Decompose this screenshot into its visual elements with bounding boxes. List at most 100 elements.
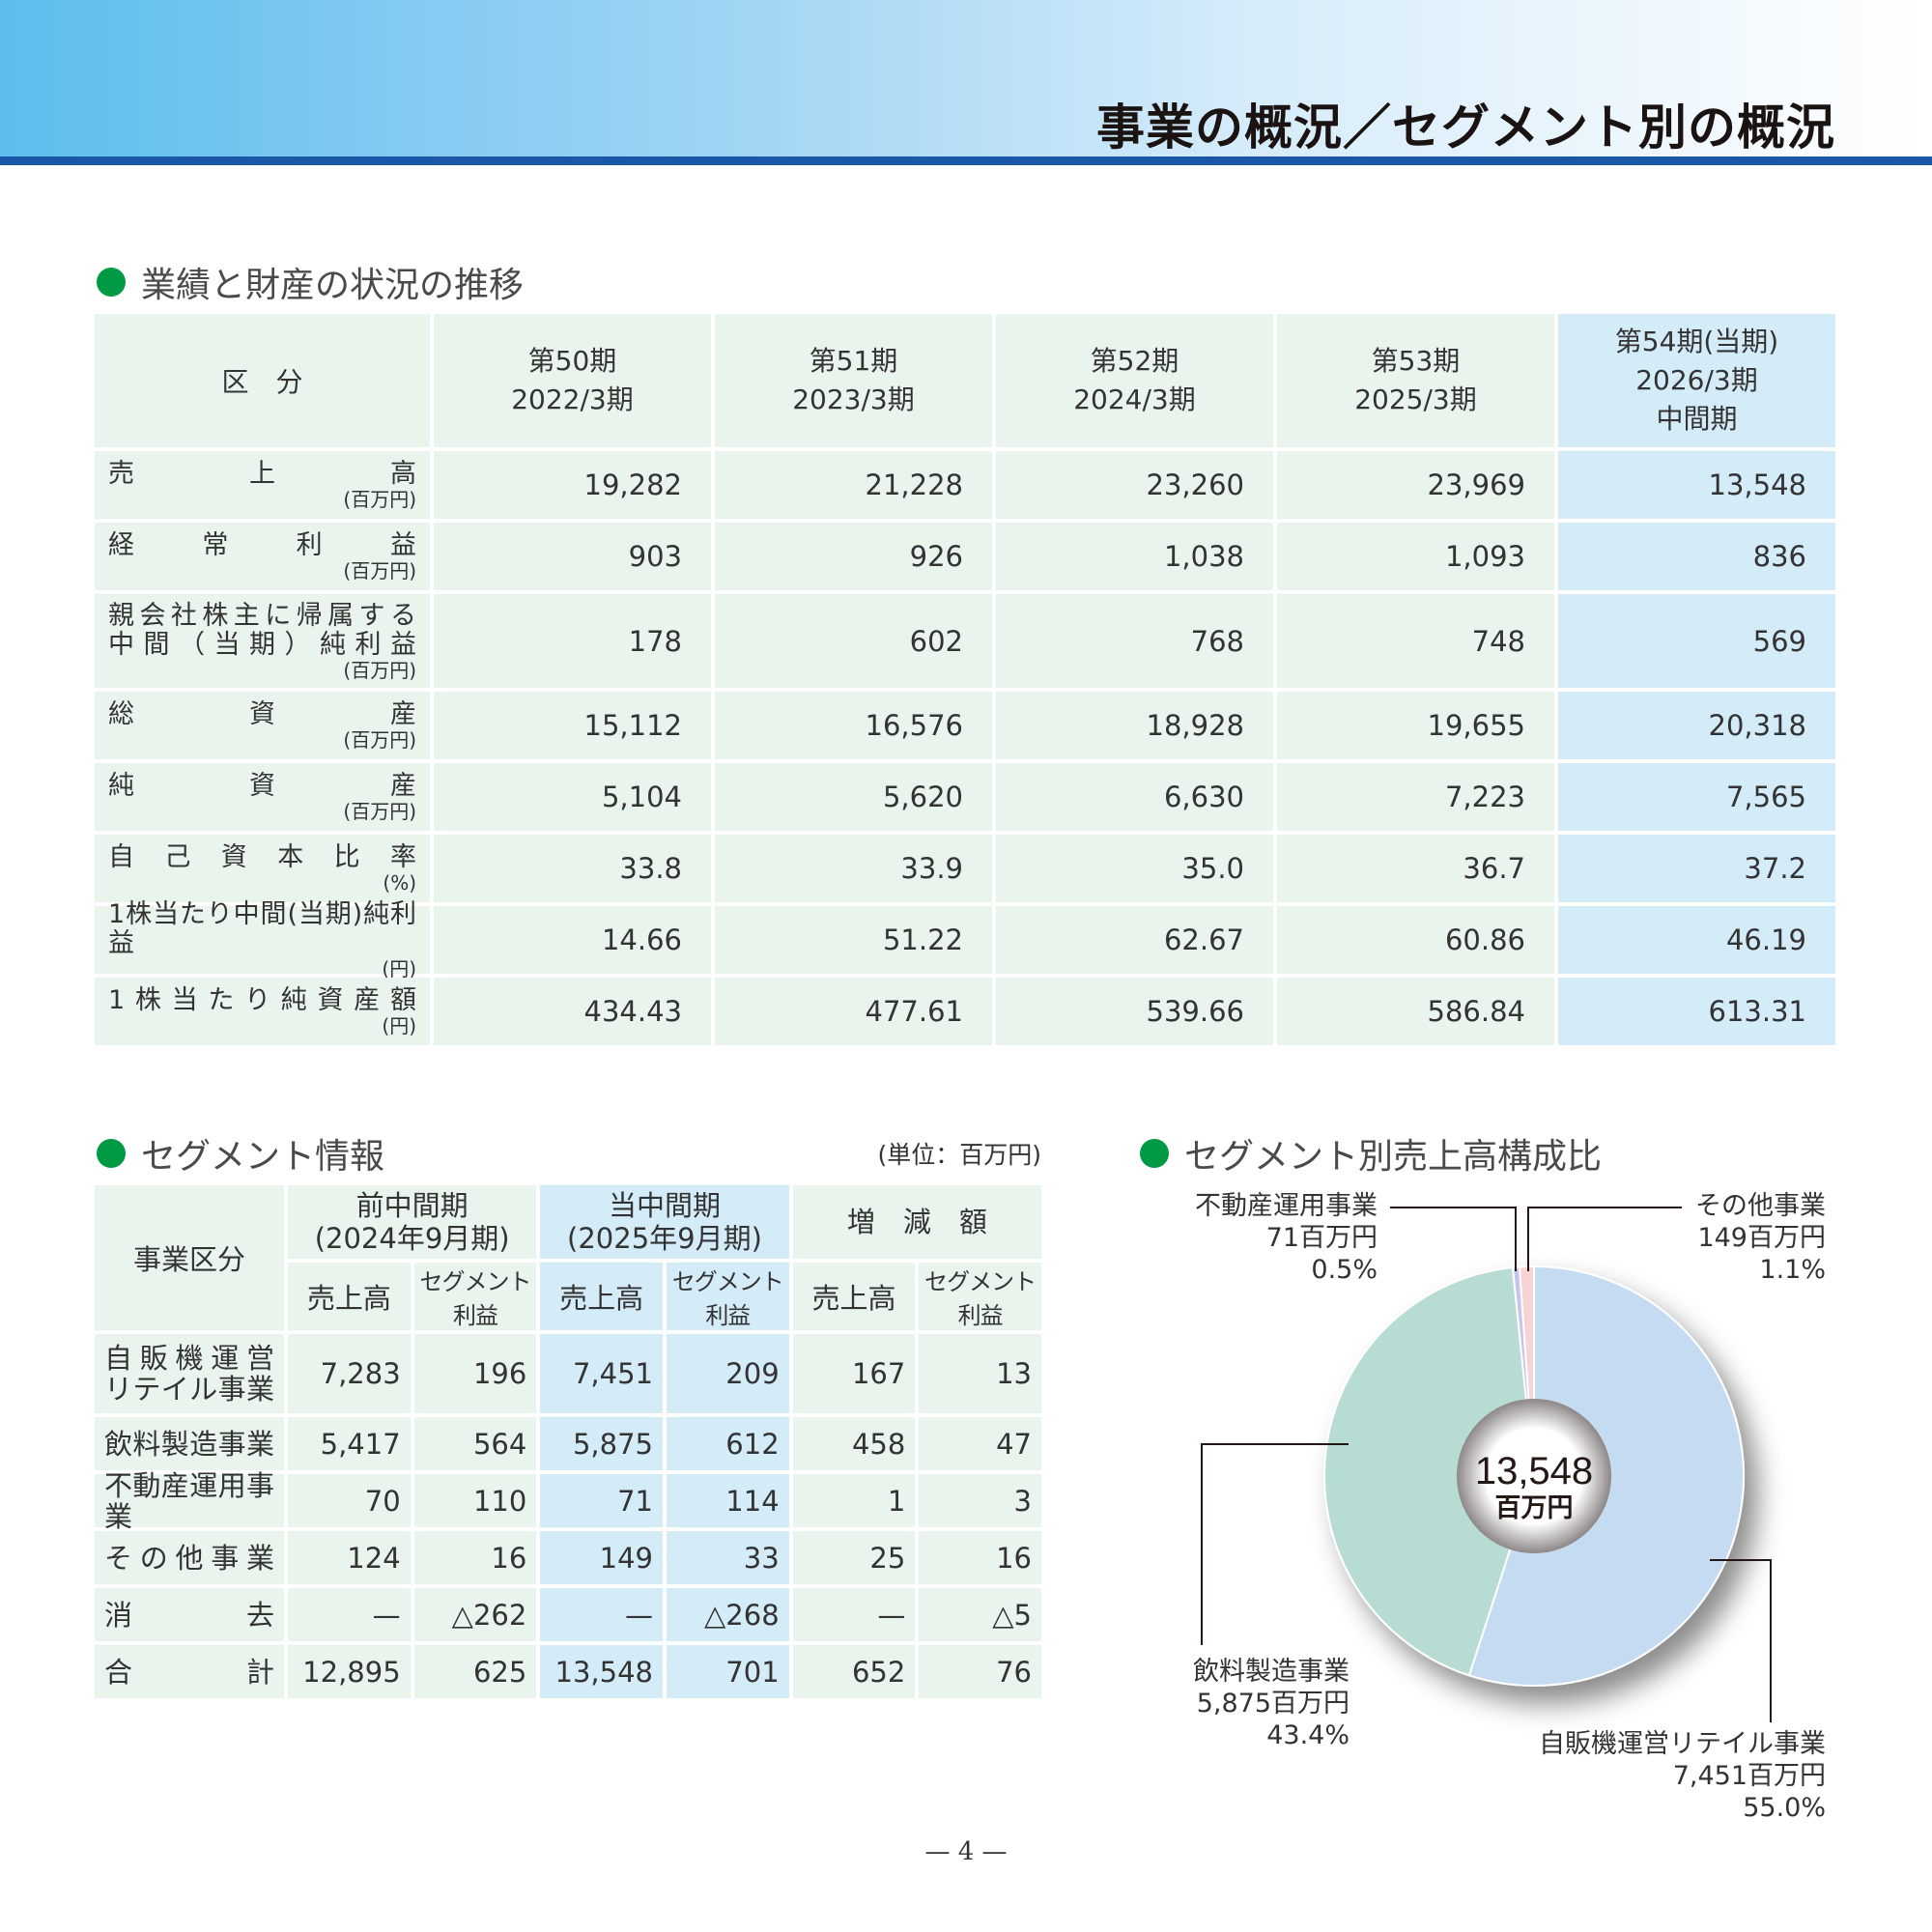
row-label-cell: 1株当たり中間(当期)純利益 (円) [95,900,430,980]
section-title: 業績と財産の状況の推移 [141,266,525,305]
group-header-line: 増 減 額 [846,1206,987,1238]
row-label: リテイル事業 [104,1373,274,1406]
table-cell: 768 [996,594,1273,688]
table-cell: 149 [540,1531,663,1584]
group-header-line: (2025年9月期) [567,1222,762,1255]
table-cell: 21,228 [715,451,992,519]
row-unit: (百万円) [343,559,416,582]
bullet-icon [97,268,126,297]
row-label: 1株当たり中間(当期)純利益 [108,899,416,958]
label-name: 自販機運営リテイル事業 [1539,1729,1826,1759]
label-percent: 1.1% [1759,1255,1826,1285]
table-cell: 13 [919,1334,1041,1413]
table-cell: 60.86 [1277,906,1554,974]
group-header-3: 増 減 額 [792,1185,1041,1259]
table-cell: 16,576 [715,692,992,759]
period-header-line: 2025/3期 [1354,384,1477,415]
row-label-cell: 売上高 (百万円) [95,451,430,519]
label-percent: 0.5% [1311,1255,1378,1285]
period-header-line: 第53期 [1371,345,1461,377]
table-cell: 5,875 [540,1417,663,1470]
table-cell: 114 [666,1474,789,1527]
table-cell: 37.2 [1558,835,1835,902]
row-label-cell: その他事業 [95,1531,284,1584]
row-label-cell: 自販機運営 リテイル事業 [95,1334,284,1413]
row-label-cell: 自己資本比率 (%) [95,835,430,902]
table-cell: 19,655 [1277,692,1554,759]
row-label-cell: 総資産 (百万円) [95,692,430,759]
row-label-cell: 1株当たり純資産額 (円) [95,978,430,1045]
period-header-line: 中間期 [1656,403,1738,435]
label-name: 不動産運用事業 [1195,1191,1378,1221]
row-label: 不動産運用事業 [104,1468,274,1533]
table-cell: 7,283 [288,1334,411,1413]
label-percent: 43.4% [1266,1720,1350,1750]
table-cell: 33 [666,1531,789,1584]
table-cell: 5,620 [715,763,992,831]
table-cell: 477.61 [715,978,992,1045]
period-header-line: 2022/3期 [511,384,634,415]
row-label-cell: 合計 [95,1645,284,1698]
sub-header: セグメント利益 [413,1263,537,1330]
row-label: 飲料製造事業 [104,1427,274,1461]
sub-header: 売上高 [288,1263,411,1330]
table-cell: 23,969 [1277,451,1554,519]
table-cell: 6,630 [996,763,1273,831]
row-unit: (円) [382,957,416,980]
table-cell: 25 [792,1531,916,1584]
sub-header: 売上高 [792,1263,916,1330]
period-header-line: 2024/3期 [1073,384,1196,415]
table-cell: △262 [413,1588,537,1641]
label-name: 飲料製造事業 [1193,1657,1350,1687]
table-cell: 3 [919,1474,1041,1527]
label-value: 5,875百万円 [1196,1689,1350,1719]
period-header-line: 第51期 [809,345,898,377]
table-cell: 16 [413,1531,537,1584]
period-header-1: 第50期 2022/3期 [434,314,711,447]
table-cell: 652 [792,1645,916,1698]
table-cell: — [540,1588,663,1641]
row-label-cell: 不動産運用事業 [95,1470,284,1532]
period-header-3: 第52期 2024/3期 [996,314,1273,447]
table-cell: 586.84 [1277,978,1554,1045]
table-cell: △5 [919,1588,1041,1641]
row-label-cell: 親会社株主に帰属する 中間（当期）純利益 (百万円) [95,594,430,688]
table-cell: 62.67 [996,906,1273,974]
section-title: セグメント情報 [141,1137,385,1177]
table-cell: 167 [792,1334,916,1413]
group-header-line: 当中間期 [608,1189,721,1222]
bullet-icon [1140,1139,1169,1168]
table-cell: 16 [919,1531,1041,1584]
group-header-2: 当中間期 (2025年9月期) [540,1185,789,1259]
leader-line-other [1527,1207,1682,1271]
row-label-cell: 飲料製造事業 [95,1417,284,1470]
row-label: 売上高 [108,459,416,489]
table-cell: 13,548 [1558,451,1835,519]
table-cell: 35.0 [996,835,1273,902]
pie-label-other: その他事業 149百万円 1.1% [1695,1190,1826,1286]
row-label: 1株当たり純資産額 [108,985,416,1015]
period-header-line: 第54期(当期) [1614,326,1779,357]
table-cell: — [288,1588,411,1641]
table-cell: 1,093 [1277,523,1554,590]
row-unit: (百万円) [343,728,416,752]
header-rule [0,156,1932,165]
table-cell: 7,223 [1277,763,1554,831]
group-header-line: (2024年9月期) [314,1222,510,1255]
col-label-cell: 事業区分 [95,1185,284,1330]
table-cell: 76 [919,1645,1041,1698]
table-cell: 46.19 [1558,906,1835,974]
performance-table: 区 分 第50期 2022/3期 第51期 2023/3期 第52期 2024/3期 第53期… [95,314,1835,1045]
row-unit: (円) [382,1014,416,1037]
row-label-cell: 消去 [95,1588,284,1641]
table-cell: 14.66 [434,906,711,974]
pie-label-realestate: 不動産運用事業 71百万円 0.5% [1195,1190,1378,1286]
label-value: 71百万円 [1265,1223,1378,1253]
table-cell: 625 [413,1645,537,1698]
unit-label: (単位：百万円) [877,1141,1041,1169]
group-header-line: 前中間期 [355,1189,469,1222]
leader-lines [1201,1207,1772,1722]
table-cell: 110 [413,1474,537,1527]
row-label: 自販機運営 [104,1342,274,1375]
